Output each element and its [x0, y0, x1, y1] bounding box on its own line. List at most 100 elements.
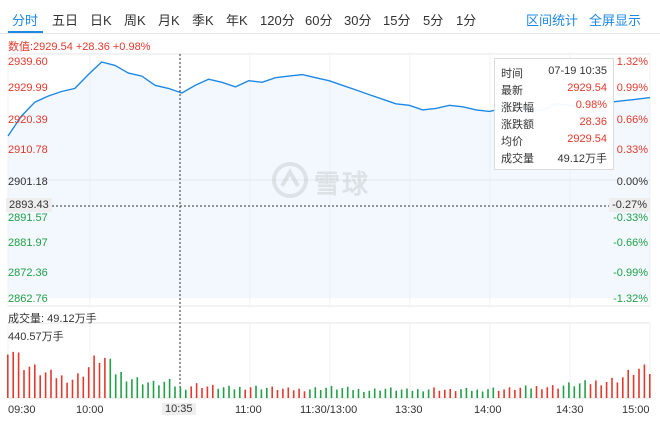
tab-monthly-k[interactable]: 月K — [158, 13, 180, 28]
volume-bars — [7, 351, 651, 398]
hover-tooltip: 时间 07-19 10:35 最新 2929.54 涨跌幅 0.98% 涨跌额 28.3… — [494, 58, 614, 170]
volume-bar — [114, 374, 117, 398]
volume-bar — [357, 388, 360, 398]
price-tick: 2862.76 — [8, 293, 48, 305]
volume-bar — [492, 387, 495, 398]
volume-bar — [206, 386, 209, 398]
volume-bar — [508, 387, 511, 398]
volume-bar — [282, 388, 284, 398]
volume-bar — [346, 386, 349, 398]
pct-tick: 0.99% — [616, 82, 648, 94]
time-tick: 14:30 — [556, 404, 584, 416]
tab-5min[interactable]: 5分 — [423, 13, 444, 28]
tab-five-day[interactable]: 五日 — [52, 13, 79, 28]
tab-weekly-k[interactable]: 周K — [124, 13, 146, 28]
volume-bar — [638, 368, 640, 398]
price-tick: 2929.99 — [8, 82, 48, 94]
pct-tick: 0.00% — [616, 176, 648, 188]
volume-bar — [239, 387, 241, 398]
watermark: 雪球 — [270, 160, 380, 200]
tab-60min[interactable]: 60分 — [305, 13, 333, 28]
volume-bar — [325, 387, 327, 398]
volume-bar — [444, 389, 446, 398]
volume-bar — [228, 385, 230, 398]
time-tick: 11:30/13:00 — [300, 404, 358, 416]
volume-bar — [627, 369, 629, 398]
volume-bar — [120, 372, 122, 398]
tab-yearly-k[interactable]: 年K — [226, 13, 248, 28]
time-tick: 15:00 — [622, 404, 650, 416]
price-tick: 2920.39 — [8, 114, 48, 126]
tab-quarterly-k[interactable]: 季K — [192, 13, 214, 28]
fullscreen-link[interactable]: 全屏显示 — [589, 13, 642, 28]
tab-1min[interactable]: 1分 — [456, 13, 477, 28]
tooltip-time-value: 07-19 10:35 — [548, 65, 607, 77]
tooltip-avg-label: 均价 — [501, 136, 523, 148]
volume-bar — [98, 362, 101, 398]
volume-bar — [158, 385, 160, 398]
volume-bar — [584, 380, 586, 398]
tooltip-change-label: 涨跌额 — [501, 119, 534, 131]
volume-bar — [551, 385, 554, 398]
volume-bar — [454, 391, 457, 398]
volume-label: 成交量: 49.12万手 — [8, 313, 97, 325]
volume-bar — [530, 388, 532, 398]
tab-120min[interactable]: 120分 — [260, 13, 295, 28]
volume-bar — [34, 364, 36, 398]
price-tick: 2939.60 — [8, 56, 48, 68]
volume-bar — [163, 381, 166, 398]
volume-bar — [298, 388, 300, 398]
volume-bar — [271, 386, 273, 398]
crosshair-pct-badge: -0.27% — [609, 198, 650, 212]
pct-tick: -0.99% — [613, 267, 648, 279]
volume-bar — [179, 387, 182, 398]
volume-bar — [363, 391, 365, 398]
volume-bar — [622, 377, 624, 398]
volume-bar — [28, 366, 31, 398]
volume-bar — [195, 383, 198, 398]
volume-bar — [330, 385, 333, 398]
volume-bar — [125, 381, 128, 398]
volume-bar — [50, 369, 52, 398]
volume-bar — [93, 355, 95, 398]
volume-bar — [168, 379, 171, 398]
volume-bar — [503, 389, 505, 398]
volume-bar — [266, 387, 268, 398]
pct-tick: 0.66% — [616, 114, 648, 126]
time-tick: 13:30 — [395, 404, 423, 416]
volume-bar — [39, 375, 41, 398]
volume-bar — [616, 382, 619, 398]
tab-minute[interactable]: 分时 — [12, 13, 39, 28]
volume-bar — [519, 387, 522, 398]
price-tick: 2910.78 — [8, 144, 48, 156]
volume-bar — [131, 379, 133, 398]
volume-bar — [244, 389, 246, 398]
volume-bar — [303, 391, 306, 398]
tooltip-change-pct-label: 涨跌幅 — [501, 102, 534, 114]
volume-bar — [481, 391, 484, 398]
volume-bar — [23, 370, 25, 398]
volume-bar — [141, 384, 144, 398]
tab-daily-k[interactable]: 日K — [90, 13, 112, 28]
price-area-fill — [8, 62, 650, 298]
interval-stats-link[interactable]: 区间统计 — [526, 13, 579, 28]
volume-bar — [109, 358, 112, 398]
pct-tick: -0.66% — [613, 237, 648, 249]
active-tab-indicator — [8, 31, 43, 33]
volume-bar — [497, 390, 500, 398]
tab-15min[interactable]: 15分 — [383, 13, 411, 28]
volume-bar — [573, 386, 576, 398]
price-tick: 2891.57 — [8, 212, 48, 224]
tab-30min[interactable]: 30分 — [344, 13, 372, 28]
volume-bar — [578, 383, 581, 398]
volume-bar — [535, 386, 538, 398]
volume-bar — [233, 389, 236, 398]
tooltip-avg-value: 2929.54 — [567, 133, 607, 145]
volume-bar — [260, 389, 263, 398]
volume-bar — [190, 386, 192, 398]
volume-bar — [136, 377, 139, 398]
volume-bar — [449, 389, 451, 398]
volume-bar — [17, 352, 20, 398]
volume-bar — [649, 374, 651, 398]
